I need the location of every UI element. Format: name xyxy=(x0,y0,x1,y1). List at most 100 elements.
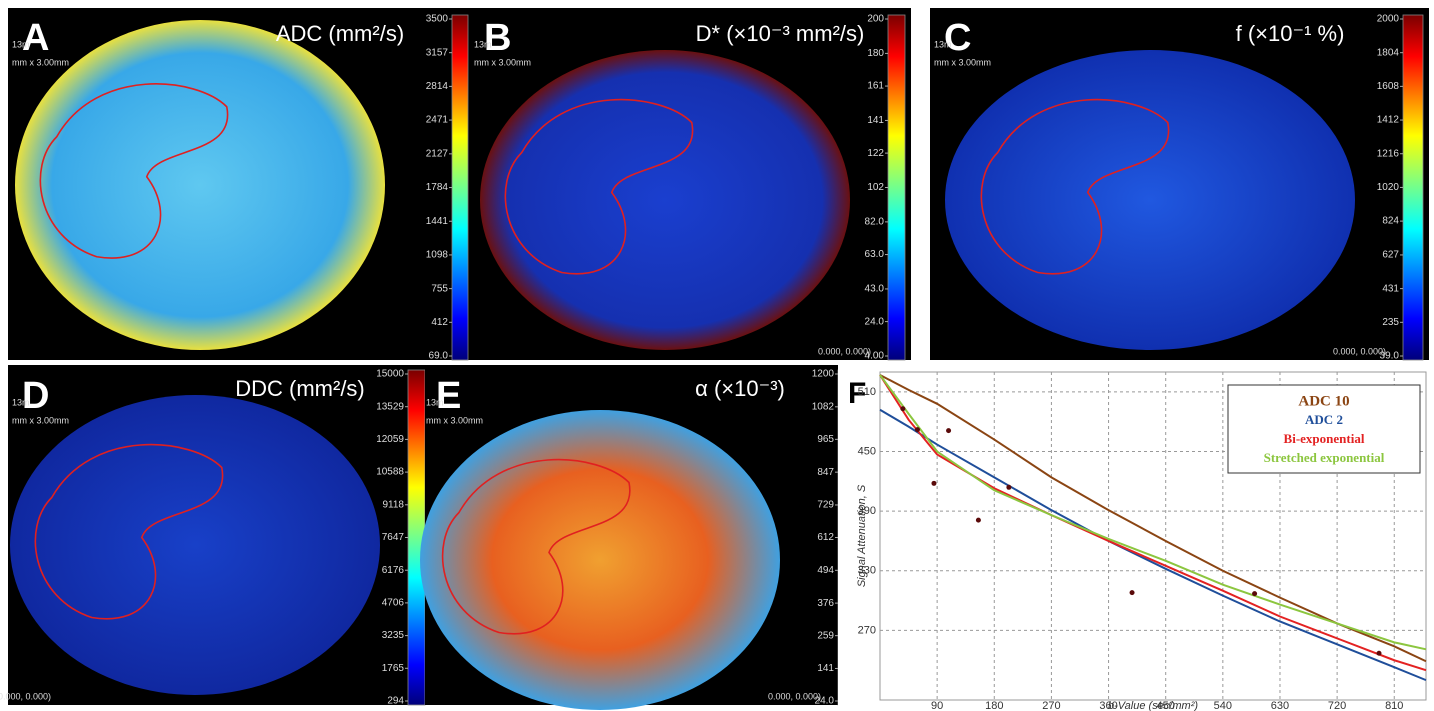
x-tick-label: 540 xyxy=(1214,700,1232,711)
x-tick-label: 270 xyxy=(1042,700,1060,711)
colorbar-label: 3157 xyxy=(426,47,449,58)
overlay-text: mm x 3.00mm xyxy=(934,57,991,67)
colorbar-label: 141 xyxy=(817,663,834,674)
colorbar-label: 4.00 xyxy=(865,351,885,362)
colorbar-label: 965 xyxy=(817,434,834,445)
colorbar-label: 376 xyxy=(817,598,834,609)
overlay-text: 13m xyxy=(12,39,30,49)
colorbar-label: 294 xyxy=(387,696,404,707)
colorbar-label: 63.0 xyxy=(865,249,885,260)
x-tick-label: 720 xyxy=(1328,700,1346,711)
panel-title: D* (×10⁻³ mm²/s) xyxy=(696,21,865,46)
observed-point xyxy=(1252,591,1257,596)
overlay-text: 0.000, 0.000) xyxy=(768,691,821,701)
colorbar-label: 9118 xyxy=(382,499,404,510)
colorbar xyxy=(1403,15,1423,360)
scan-image xyxy=(945,50,1355,350)
colorbar xyxy=(452,15,468,360)
colorbar-label: 1216 xyxy=(1377,148,1400,159)
observed-point xyxy=(915,427,920,432)
observed-point xyxy=(931,481,936,486)
panel-title: α (×10⁻³) xyxy=(695,376,785,401)
colorbar-label: 2000 xyxy=(1377,14,1400,25)
colorbar-label: 82.0 xyxy=(865,217,885,228)
panel-label: E xyxy=(436,375,461,417)
colorbar-label: 1412 xyxy=(1377,115,1400,126)
colorbar-label: 729 xyxy=(817,500,834,511)
colorbar-label: 161 xyxy=(867,81,884,92)
overlay-text: mm x 3.00mm xyxy=(426,415,483,425)
colorbar-label: 1608 xyxy=(1377,81,1400,92)
observed-point xyxy=(1377,651,1382,656)
overlay-text: 0.000, 0.000) xyxy=(1333,346,1386,356)
observed-point xyxy=(900,406,905,411)
colorbar-label: 755 xyxy=(431,283,448,294)
colorbar-label: 122 xyxy=(867,148,884,159)
legend-entry: ADC 10 xyxy=(1298,393,1349,409)
colorbar-label: 4706 xyxy=(382,598,405,609)
colorbar-label: 13529 xyxy=(376,401,404,412)
overlay-text: mm x 3.00mm xyxy=(12,415,69,425)
colorbar-label: 1804 xyxy=(1377,47,1400,58)
colorbar-label: 102 xyxy=(867,182,884,193)
overlay-text: 13m xyxy=(12,397,30,407)
scan-image xyxy=(15,20,385,350)
colorbar-label: 15000 xyxy=(376,369,404,380)
colorbar-label: 1082 xyxy=(812,401,835,412)
overlay-text: 0.000, 0.000) xyxy=(0,691,51,701)
colorbar-label: 2127 xyxy=(426,148,449,159)
y-tick-label: 450 xyxy=(858,445,876,457)
legend-entry: Bi-exponential xyxy=(1284,431,1365,446)
x-tick-label: 630 xyxy=(1271,700,1289,711)
observed-point xyxy=(1006,485,1011,490)
colorbar-label: 1020 xyxy=(1377,182,1400,193)
x-tick-label: 90 xyxy=(931,700,943,711)
y-axis-title: Signal Attenuation, S xyxy=(856,484,868,587)
colorbar-label: 43.0 xyxy=(865,284,885,295)
colorbar-label: 847 xyxy=(817,467,834,478)
x-tick-label: 810 xyxy=(1385,700,1403,711)
x-axis-title: b-Value (sec/mm²) xyxy=(1108,700,1198,711)
colorbar-label: 69.0 xyxy=(429,351,449,362)
colorbar-label: 39.0 xyxy=(1380,351,1400,362)
observed-point xyxy=(946,428,951,433)
legend-entry: Stretched exponential xyxy=(1264,450,1385,465)
colorbar-label: 12059 xyxy=(376,434,404,445)
colorbar-label: 10588 xyxy=(376,467,404,478)
colorbar-label: 7647 xyxy=(382,532,405,543)
colorbar-label: 180 xyxy=(867,48,884,59)
panel-title: ADC (mm²/s) xyxy=(276,21,404,46)
overlay-text: mm x 3.00mm xyxy=(474,57,531,67)
overlay-text: mm x 3.00mm xyxy=(12,57,69,67)
scan-image xyxy=(420,410,780,710)
colorbar-label: 824 xyxy=(1382,216,1399,227)
colorbar-label: 235 xyxy=(1382,317,1399,328)
colorbar-label: 627 xyxy=(1382,250,1399,261)
colorbar-label: 1765 xyxy=(382,663,405,674)
y-tick-label: 270 xyxy=(858,624,876,636)
figure: AADC (mm²/s)13mmm x 3.00mm35003157281424… xyxy=(0,0,1434,711)
scan-image xyxy=(10,395,380,695)
panel-label: B xyxy=(484,17,511,59)
colorbar-label: 494 xyxy=(817,565,834,576)
x-tick-label: 180 xyxy=(985,700,1003,711)
colorbar-label: 612 xyxy=(817,532,834,543)
colorbar-label: 1441 xyxy=(426,216,449,227)
colorbar-label: 24.0 xyxy=(865,316,885,327)
y-tick-label: 510 xyxy=(858,386,876,398)
colorbar-label: 3235 xyxy=(382,630,405,641)
colorbar-label: 141 xyxy=(867,115,884,126)
scan-image xyxy=(480,50,850,350)
colorbar-label: 2471 xyxy=(426,115,449,126)
colorbar-label: 3500 xyxy=(426,14,449,25)
panel-title: f (×10⁻¹ %) xyxy=(1236,21,1345,46)
overlay-text: 0.000, 0.000) xyxy=(818,346,871,356)
panel-label: A xyxy=(22,17,49,59)
colorbar-label: 1784 xyxy=(426,182,449,193)
colorbar-label: 1098 xyxy=(426,250,449,261)
panel-title: DDC (mm²/s) xyxy=(235,376,365,401)
overlay-text: 13m xyxy=(934,39,952,49)
colorbar-label: 431 xyxy=(1382,283,1399,294)
colorbar-label: 412 xyxy=(431,317,448,328)
observed-point xyxy=(1130,590,1135,595)
